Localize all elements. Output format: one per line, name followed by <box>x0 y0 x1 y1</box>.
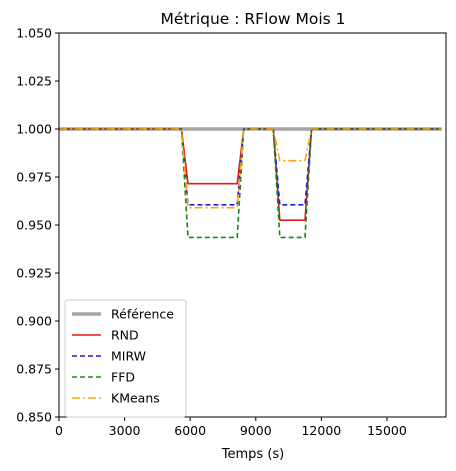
y-tick-label: 0.950 <box>16 218 52 233</box>
y-tick-label: 0.925 <box>16 266 52 281</box>
series-line-ffd <box>59 128 442 239</box>
y-axis-ticks: 0.850 0.875 0.900 0.925 0.950 0.975 1.000 1.025… <box>16 26 59 425</box>
y-tick-label: 1.050 <box>16 26 52 41</box>
x-axis-ticks: 0 3000 6000 9000 12000 15000 <box>55 417 407 438</box>
x-axis-label: Temps (s) <box>221 447 284 462</box>
y-tick-label: 1.000 <box>16 122 52 137</box>
y-tick-label: 0.900 <box>16 314 52 329</box>
legend-label-rnd: RND <box>111 328 139 343</box>
legend-box <box>64 299 187 418</box>
y-tick-label: 0.975 <box>16 170 52 185</box>
x-tick-label: 12000 <box>301 423 341 438</box>
y-tick-label: 0.850 <box>16 410 52 425</box>
x-tick-label: 3000 <box>109 423 141 438</box>
series-line-rnd <box>59 128 442 221</box>
y-tick-label: 0.875 <box>16 362 52 377</box>
x-tick-label: 6000 <box>174 423 206 438</box>
x-tick-label: 15000 <box>367 423 407 438</box>
legend-label-r-f-rence: Référence <box>111 307 174 322</box>
x-tick-label: 0 <box>55 423 63 438</box>
legend-label-kmeans: KMeans <box>111 391 160 406</box>
legend-label-mirw: MIRW <box>111 349 146 364</box>
series-line-mirw <box>59 128 442 206</box>
legend-label-ffd: FFD <box>111 370 135 385</box>
legend: Référence RND MIRW FFD KMeans <box>64 299 187 418</box>
x-tick-label: 9000 <box>240 423 272 438</box>
chart-title: Métrique : RFlow Mois 1 <box>160 10 345 28</box>
y-tick-label: 1.025 <box>16 74 52 89</box>
series-line-kmeans <box>59 128 442 209</box>
